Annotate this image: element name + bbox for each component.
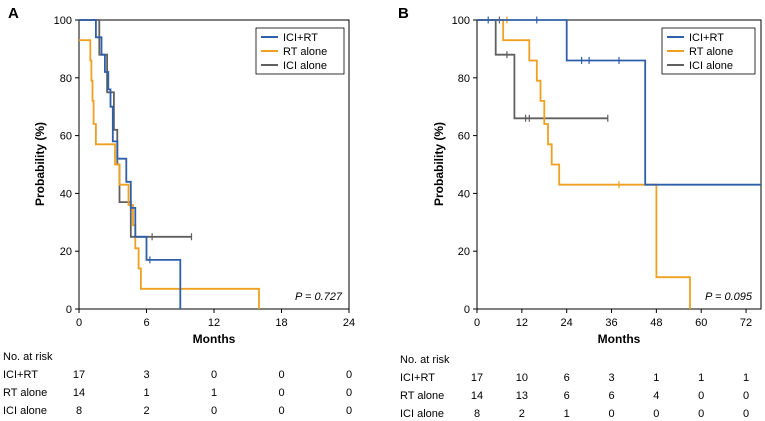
risk-count: 3 [608,372,614,384]
risk-table: No. at risk ICI+RT 17 3 0 0 0 RT alone 14 1 1 0 0 ICI… [3,351,352,417]
risk-count: 4 [653,390,659,402]
risk-count: 2 [519,408,525,420]
risk-count: 17 [471,372,483,384]
x-tick-label: 24 [561,317,573,329]
risk-count: 1 [564,408,570,420]
y-tick-label: 20 [60,246,72,258]
risk-count: 0 [278,405,284,417]
x-tick-label: 18 [275,317,287,329]
x-tick-label: 72 [740,317,752,329]
plot-frame [476,19,762,310]
y-tick-label: 80 [458,73,470,85]
x-tick-label: 60 [695,317,707,329]
risk-table-header: No. at risk [3,351,53,363]
legend: ICI+RT RT alone ICI alone [255,27,345,75]
risk-count: 17 [73,369,85,381]
x-tick-label: 48 [650,317,662,329]
y-tick-label: 40 [60,188,72,200]
risk-count: 2 [143,405,149,417]
legend-label: RT alone [689,46,733,58]
risk-count: 0 [346,387,352,399]
legend-label: RT alone [283,46,327,58]
risk-row-label: RT alone [3,387,47,399]
risk-count: 1 [211,387,217,399]
y-axis-title: Probability (%) [432,122,446,206]
y-axis-title: Probability (%) [33,122,47,206]
risk-count: 6 [564,390,570,402]
risk-count: 13 [516,390,528,402]
risk-row-label: RT alone [400,390,444,402]
risk-count: 8 [474,408,480,420]
y-tick-label: 60 [60,131,72,143]
km-curve-rt-alone [477,19,691,309]
risk-row-label: ICI alone [400,408,444,420]
x-tick-label: 24 [343,317,355,329]
risk-count: 10 [516,372,528,384]
y-tick-label: 80 [60,73,72,85]
km-curve-ici-rt [477,19,761,186]
x-tick-label: 12 [516,317,528,329]
risk-count: 1 [743,372,749,384]
x-tick-label: 0 [474,317,480,329]
x-axis-title: Months [193,332,236,346]
risk-count: 0 [278,369,284,381]
x-tick-label: 12 [208,317,220,329]
risk-count: 3 [143,369,149,381]
panel-label: B [398,5,409,22]
legend-label: ICI+RT [283,32,318,44]
risk-table-header: No. at risk [400,354,450,366]
risk-count: 0 [278,387,284,399]
legend-label: ICI+RT [689,32,724,44]
risk-count: 0 [743,408,749,420]
legend-label: ICI alone [283,60,327,72]
km-curve-ici-rt [79,19,182,309]
risk-count: 0 [211,405,217,417]
risk-count: 0 [698,390,704,402]
risk-row-label: ICI+RT [400,372,435,384]
p-value-number: = 0.095 [712,291,753,303]
risk-count: 8 [76,405,82,417]
y-tick-label: 40 [458,188,470,200]
y-tick-label: 100 [54,15,72,27]
risk-count: 1 [653,372,659,384]
p-value: P = 0.727 [295,291,343,303]
legend-label: ICI alone [689,60,733,72]
risk-count: 0 [346,405,352,417]
km-curve-ici-alone [477,19,608,120]
panel-label: A [8,5,19,22]
p-value-symbol: P [705,291,713,303]
risk-count: 0 [698,408,704,420]
risk-count: 0 [211,369,217,381]
y-tick-label: 60 [458,131,470,143]
y-tick-label: 100 [452,15,470,27]
risk-count: 14 [471,390,483,402]
risk-count: 0 [653,408,659,420]
risk-row-label: ICI+RT [3,369,38,381]
p-value-number: = 0.727 [302,291,343,303]
risk-count: 0 [608,408,614,420]
risk-count: 6 [564,372,570,384]
x-axis-title: Months [598,332,641,346]
risk-count: 1 [143,387,149,399]
p-value-symbol: P [295,291,303,303]
x-tick-label: 36 [605,317,617,329]
risk-row-label: ICI alone [3,405,47,417]
legend: ICI+RT RT alone ICI alone [661,27,756,75]
p-value: P = 0.095 [705,291,753,303]
y-tick-label: 0 [66,304,72,316]
risk-count: 0 [346,369,352,381]
y-tick-label: 20 [458,246,470,258]
x-tick-label: 6 [143,317,149,329]
km-curve-rt-alone [79,39,260,309]
risk-count: 6 [608,390,614,402]
y-tick-label: 0 [464,304,470,316]
risk-count: 14 [73,387,85,399]
risk-count: 0 [743,390,749,402]
risk-count: 1 [698,372,704,384]
x-tick-label: 0 [76,317,82,329]
